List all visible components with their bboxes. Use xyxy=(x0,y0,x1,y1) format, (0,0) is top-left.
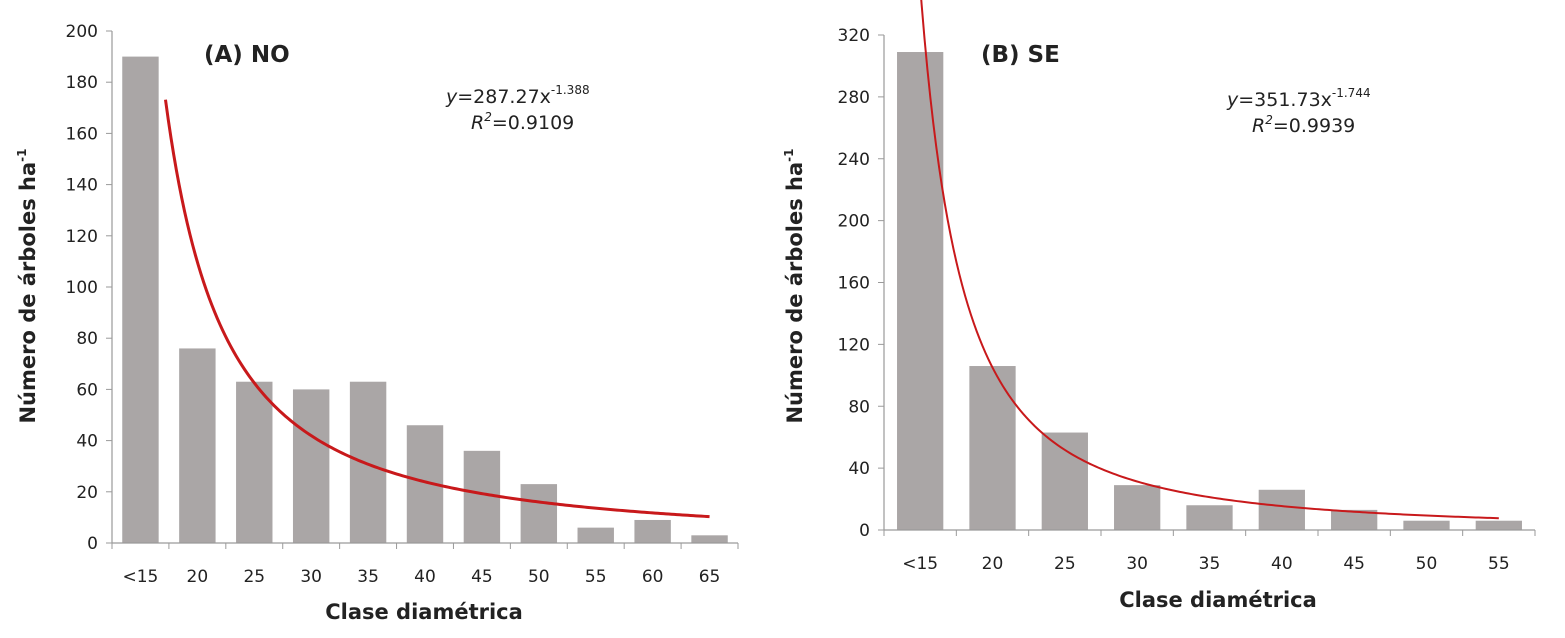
panel-b-y-tick-label: 80 xyxy=(848,397,870,417)
panel-b-plot: 0 40 80 120 160 200 240 280 320 <15 20 25 30 35 40 45 50… xyxy=(838,0,1536,574)
panel-a-x-tick-label: 35 xyxy=(357,567,379,587)
panel-a-bar xyxy=(520,484,558,543)
panel-a-y-tick-label: 40 xyxy=(76,432,98,452)
panel-b-r2: R2=0.9939 xyxy=(1252,113,1355,137)
panel-a-bar xyxy=(179,348,216,543)
panel-a-x-axis-title: Clase diamétrica xyxy=(325,600,523,624)
panel-b-bar xyxy=(1403,520,1450,530)
panel-a-bar xyxy=(292,389,330,543)
panel-b-y-axis-title: Número de árboles ha-1 xyxy=(782,148,807,423)
panel-a-equation: y=287.27x-1.388 xyxy=(445,83,590,108)
panel-b-y-tick-label: 120 xyxy=(838,335,870,355)
panel-b-bar xyxy=(1114,485,1161,530)
panel-b-equation: y=351.73x-1.744 xyxy=(1226,86,1371,111)
panel-a-x-tick-label: 25 xyxy=(243,567,265,587)
panel-a-x-tick-label: 30 xyxy=(300,567,322,587)
panel-b-x-tick-label: 30 xyxy=(1126,554,1148,574)
panel-a-x-tick-label: 65 xyxy=(699,567,721,587)
panel-a-y-tick-label: 120 xyxy=(66,227,98,247)
panel-b: (B) SE y=351.73x-1.744 R2=0.9939 Clase d… xyxy=(782,42,1371,612)
panel-a-x-tick-label: <15 xyxy=(123,567,159,587)
panel-a-x-tick-label: 50 xyxy=(528,567,550,587)
panel-b-x-tick-label: 40 xyxy=(1271,554,1293,574)
panel-a-bar xyxy=(122,56,159,543)
panel-a-y-tick-label: 0 xyxy=(87,534,98,554)
panel-a: (A) NO y=287.27x-1.388 R2=0.9109 Clase d… xyxy=(15,42,590,624)
panel-a-fit-curve xyxy=(164,99,710,519)
panel-b-x-tick-label: 55 xyxy=(1488,554,1510,574)
panel-a-y-tick-label: 80 xyxy=(76,329,98,349)
panel-b-x-tick-label: 20 xyxy=(982,554,1004,574)
panel-a-x-tick-label: 20 xyxy=(187,567,209,587)
panel-b-y-tick-label: 0 xyxy=(859,521,870,541)
panel-a-y-tick-label: 160 xyxy=(66,124,98,144)
panel-a-x-tick-label: 45 xyxy=(471,567,493,587)
panel-b-bar xyxy=(1331,509,1378,530)
panel-b-x-tick-label: <15 xyxy=(902,554,938,574)
panel-a-x-tick-label: 40 xyxy=(414,567,436,587)
panel-a-bar xyxy=(236,381,273,543)
panel-b-fit-curve xyxy=(920,0,1499,520)
panel-a-bar xyxy=(577,527,614,543)
panel-a-bar xyxy=(349,381,387,543)
panel-b-bar xyxy=(897,52,944,530)
panel-b-x-tick-label: 45 xyxy=(1343,554,1365,574)
panel-b-bar xyxy=(1475,520,1522,530)
panel-b-x-tick-label: 35 xyxy=(1199,554,1221,574)
panel-b-x-axis-title: Clase diamétrica xyxy=(1119,588,1317,612)
panel-b-y-tick-label: 40 xyxy=(848,459,870,479)
panel-a-r2: R2=0.9109 xyxy=(471,110,574,134)
panel-a-y-tick-label: 180 xyxy=(66,73,98,93)
panel-a-y-tick-label: 20 xyxy=(76,483,98,503)
panel-b-bar xyxy=(1186,505,1233,530)
panel-a-bar xyxy=(634,519,671,543)
panel-a-label: (A) NO xyxy=(204,42,290,68)
panel-b-x-tick-label: 25 xyxy=(1054,554,1076,574)
panel-b-label: (B) SE xyxy=(981,42,1060,68)
panel-b-bar xyxy=(1258,489,1305,530)
panel-b-bar xyxy=(1041,432,1088,530)
panel-a-y-axis-title: Número de árboles ha-1 xyxy=(15,148,40,423)
panel-a-y-tick-label: 200 xyxy=(66,22,98,42)
panel-b-bar xyxy=(969,366,1016,530)
panel-b-x-tick-label: 50 xyxy=(1416,554,1438,574)
panel-b-y-tick-label: 240 xyxy=(838,150,870,170)
panel-a-y-tick-label: 60 xyxy=(76,380,98,400)
panel-a-y-tick-label: 140 xyxy=(66,176,98,196)
panel-b-y-tick-label: 320 xyxy=(838,26,870,46)
panel-a-plot: 0 20 40 60 80 100 120 140 160 180 200 <15 20 25 30 35 40… xyxy=(66,22,739,587)
panel-a-x-tick-label: 55 xyxy=(585,567,607,587)
panel-a-x-tick-label: 60 xyxy=(642,567,664,587)
panel-a-y-tick-label: 100 xyxy=(66,278,98,298)
panel-b-y-tick-label: 160 xyxy=(838,274,870,294)
panel-b-y-tick-label: 280 xyxy=(838,88,870,108)
panel-b-y-tick-label: 200 xyxy=(838,212,870,232)
panel-a-bar xyxy=(691,535,728,543)
